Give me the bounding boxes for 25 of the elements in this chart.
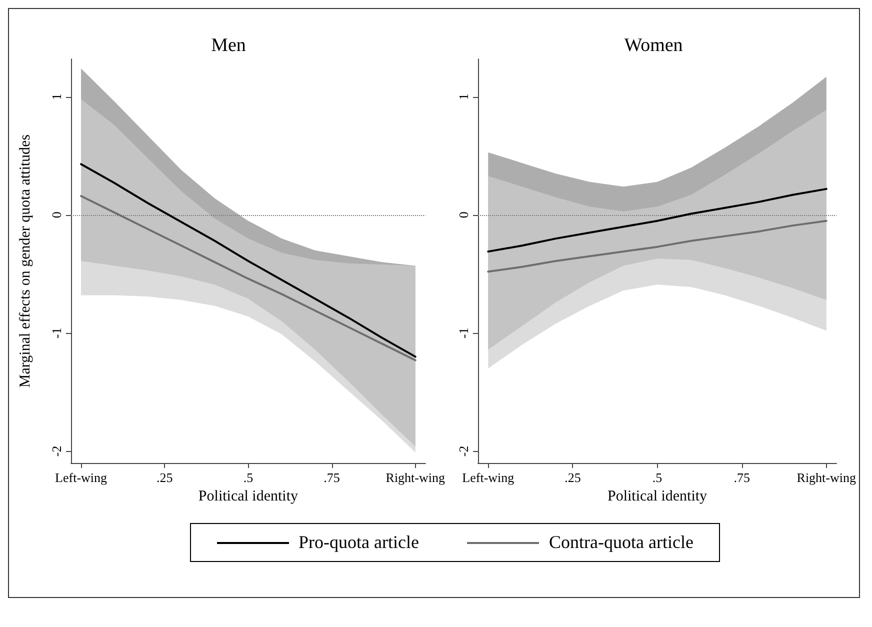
y-tick-label: 0 [49, 212, 64, 218]
y-tick-label: 0 [456, 212, 471, 218]
x-tick-label: Right-wing [386, 470, 446, 485]
x-tick-label: Left-wing [462, 470, 515, 485]
legend-label: Pro-quota article [298, 532, 419, 553]
y-tick-label: -1 [456, 328, 471, 338]
x-tick-label: .75 [324, 470, 340, 485]
y-tick-label: 1 [456, 94, 471, 100]
chart-title: Men [211, 35, 246, 56]
x-axis-title: Political identity [198, 488, 298, 504]
x-tick-label: .25 [156, 470, 173, 485]
y-tick-label: -2 [49, 446, 64, 457]
x-tick-label: .5 [243, 470, 254, 485]
x-tick-label: Right-wing [796, 470, 856, 485]
y-axis-title: Marginal effects on gender quota attitudes [18, 134, 34, 388]
x-tick-label: .25 [564, 470, 581, 485]
y-tick-label: -2 [456, 446, 471, 457]
x-tick-label: .75 [734, 470, 750, 485]
y-tick-label: 1 [49, 94, 64, 100]
x-axis-title: Political identity [607, 488, 708, 504]
x-tick-label: Left-wing [55, 470, 108, 485]
chart-title: Women [624, 35, 684, 56]
x-tick-label: .5 [652, 470, 662, 485]
legend-label: Contra-quota article [549, 532, 694, 553]
y-tick-label: -1 [49, 328, 64, 338]
